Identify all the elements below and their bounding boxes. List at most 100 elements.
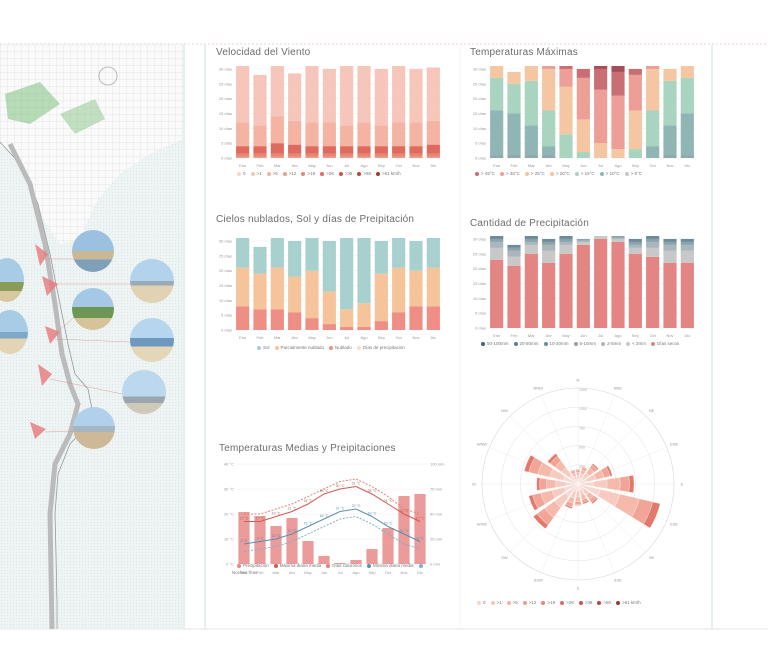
tmax-bar-segment: [507, 155, 521, 158]
sky-bar-segment: [392, 238, 406, 268]
sky-bar-segment: [253, 309, 267, 330]
precip-legend-swatch: [573, 341, 578, 346]
precip-legend-swatch: [626, 341, 631, 346]
wind-xtick-label: Ago: [360, 163, 368, 168]
rose-legend-label: >28: [566, 600, 574, 605]
sky-xtick-label: Ene: [239, 335, 247, 340]
wind-bar-segment: [357, 66, 371, 123]
max-temperature-chart: 0 días 5 días 10 días 15 días 20 días 25 días…: [473, 66, 696, 168]
sky-bar-segment: [270, 267, 284, 310]
tmax-xtick-label: Oct: [650, 163, 657, 168]
precip-bar-segment: [559, 238, 573, 242]
sky-bar-segment: [409, 306, 423, 330]
sky-bar-segment: [392, 312, 406, 330]
rose-legend-swatch: [506, 600, 511, 605]
wind-bar-segment: [374, 68, 388, 126]
wind-legend-swatch: [357, 171, 362, 176]
rose-ring-label: 500: [579, 446, 585, 450]
sky-bar-segment: [322, 324, 336, 330]
precip-legend-label: Días secos: [656, 341, 680, 346]
tmax-bar-segment: [542, 66, 556, 69]
harbor-photo[interactable]: [72, 230, 114, 272]
tmax-ytick-label: 30 días: [473, 66, 486, 71]
rose-legend-label: >61 km/h: [622, 600, 641, 605]
rose-sector: [576, 472, 580, 476]
sky-chart-legend: Sol Parcialmente nublado Nublado Días de pr…: [252, 345, 405, 350]
sky-bar-segment: [253, 273, 267, 310]
precip-bar-segment: [490, 247, 504, 260]
rose-direction-label: NW: [501, 408, 508, 413]
sky-bar-segment: [270, 238, 284, 268]
rose-direction-label: WNW: [477, 442, 488, 447]
wind-bar-segment: [253, 146, 267, 154]
tmax-bar-segment: [628, 149, 642, 158]
tmax-bar-segment: [542, 68, 556, 111]
tmax-ytick-label: 15 días: [473, 111, 486, 116]
precip-legend-label: 5-10mm: [579, 341, 597, 346]
wind-bar-segment: [409, 122, 423, 147]
wind-ytick-label: 5 días: [221, 141, 232, 146]
precip-bar-segment: [559, 241, 573, 245]
tmax-xtick-label: Sep: [632, 163, 640, 168]
tp-min-line: [243, 508, 421, 545]
tmax-xtick-label: Feb: [511, 163, 519, 168]
wind-bar-segment: [236, 66, 250, 123]
tmax-legend-label: > 45°C: [481, 171, 495, 176]
lighthouse-photo[interactable]: [122, 370, 166, 414]
beach-sea-photo[interactable]: [130, 318, 174, 362]
wind-xtick-label: Oct: [396, 163, 403, 168]
precipitation-amount-chart: 0 días 5 días 10 días 15 días 20 días 25 días…: [473, 236, 696, 338]
palm-trees-photo[interactable]: [72, 288, 114, 330]
wind-chart-title: Velocidad del Viento: [216, 47, 311, 58]
wind-bar-segment: [409, 146, 423, 154]
tmax-legend-label: > 15°C: [580, 171, 595, 176]
rose-legend-swatch: [490, 600, 495, 605]
harbor-wall-photo[interactable]: [73, 407, 115, 449]
sky-bar-segment: [357, 238, 371, 304]
precip-xtick-label: Abr: [546, 333, 553, 338]
wind-bar-segment: [340, 125, 354, 147]
rose-spoke: [541, 395, 579, 485]
tmax-bar-segment: [663, 80, 677, 126]
precip-bar-segment: [507, 247, 521, 251]
rose-sector: [575, 469, 581, 471]
rose-direction-label: NE: [649, 408, 655, 413]
tmax-bar-segment: [507, 113, 521, 156]
promenade-photo[interactable]: [0, 310, 28, 354]
rose-legend-swatch: [616, 600, 620, 605]
sky-legend-label: Sol: [263, 345, 270, 350]
sky-bar-segment: [270, 309, 284, 330]
sky-bar-segment: [236, 238, 250, 268]
rose-legend-swatch: [560, 600, 565, 605]
rose-sector: [592, 479, 608, 489]
rose-legend-label: >1: [496, 600, 502, 605]
beach-photo[interactable]: [130, 259, 174, 303]
tmax-bar-segment: [646, 146, 660, 158]
wind-xtick-label: Sep: [378, 163, 386, 168]
sky-bar-segment: [357, 303, 371, 328]
wind-bar-segment: [236, 153, 250, 157]
tmax-bar-segment: [646, 68, 660, 111]
wind-bar-segment: [270, 156, 284, 158]
wind-legend-label: >19: [307, 171, 316, 176]
tp-xtick-label: Jul: [337, 570, 342, 575]
tmax-bar-segment: [524, 66, 538, 81]
wind-bar-segment: [305, 122, 319, 147]
sky-ytick-label: 15 días: [219, 283, 232, 288]
wind-legend-swatch: [376, 171, 380, 176]
wind-bar-segment: [253, 156, 267, 158]
rose-ring-label: 750: [579, 426, 585, 430]
wind-legend-swatch: [266, 171, 271, 176]
precip-bar-segment: [507, 250, 521, 257]
rose-direction-label: SSW: [534, 578, 543, 583]
wind-ytick-label: 0 días: [221, 156, 232, 161]
wind-bar-segment: [270, 153, 284, 157]
tmax-bar-segment: [594, 143, 608, 158]
precip-bar-segment: [559, 236, 573, 239]
precip-xtick-label: Ago: [614, 333, 622, 338]
tmax-ytick-label: 0 días: [475, 156, 486, 161]
tmax-bar-segment: [524, 155, 538, 158]
tp-xtick-label: May: [304, 570, 312, 575]
tp-precip-bar: [350, 560, 362, 564]
tp-max-label: 31 °C: [352, 482, 361, 486]
